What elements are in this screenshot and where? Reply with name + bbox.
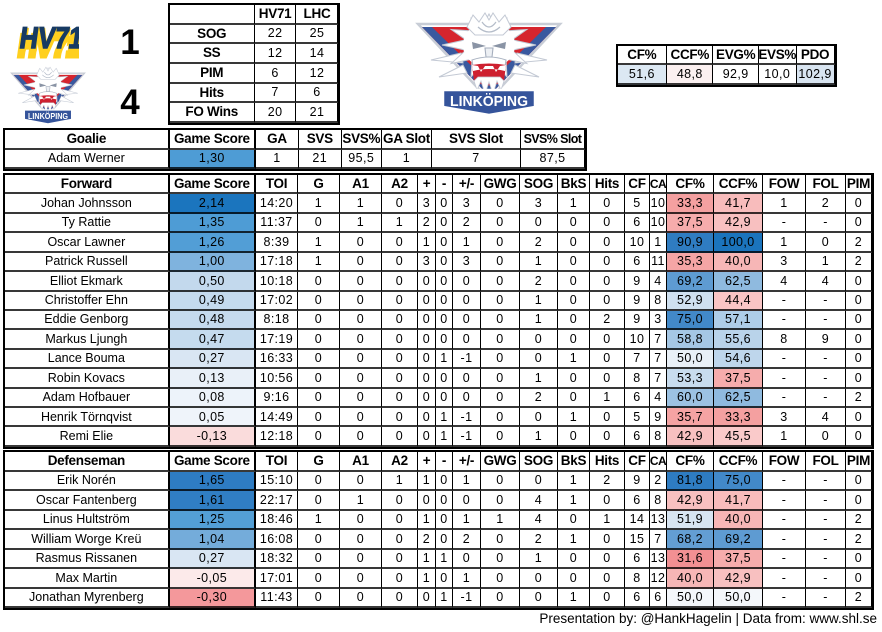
svg-text:HV71: HV71 [18,24,79,57]
svg-text:HV71: HV71 [17,30,79,59]
svg-text:HV71: HV71 [18,24,79,55]
svg-text:LINKÖPING: LINKÖPING [28,112,68,121]
svg-text:LINKÖPING: LINKÖPING [450,93,528,110]
